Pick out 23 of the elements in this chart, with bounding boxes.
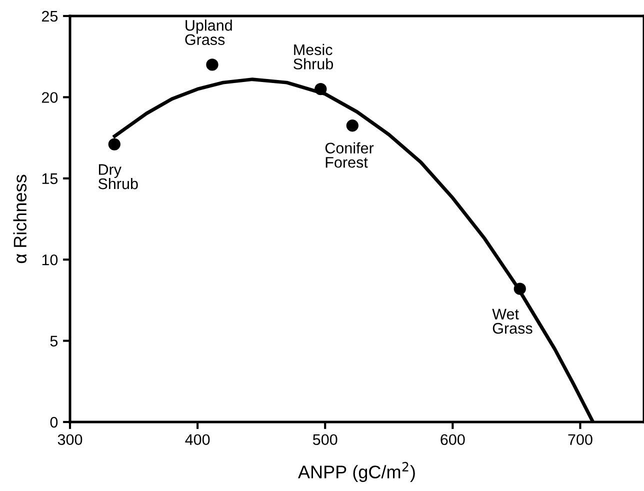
x-tick-label: 300 xyxy=(58,434,82,446)
y-axis-title: α Richness xyxy=(13,174,27,264)
annotation: Conifer Forest xyxy=(325,142,374,168)
annotation: Upland Grass xyxy=(185,20,232,46)
annotation: Mesic Shrub xyxy=(294,44,333,70)
y-tick-label: 10 xyxy=(42,254,58,266)
point xyxy=(206,58,218,71)
x-tick-label: 500 xyxy=(312,434,338,446)
point xyxy=(514,282,526,295)
y-tick-label: 15 xyxy=(42,173,58,184)
annotation: Dry Shrub xyxy=(98,164,138,190)
y-tick-label: 0 xyxy=(50,416,58,428)
x-tick-label: 600 xyxy=(440,434,465,446)
point xyxy=(346,120,358,132)
annotation: Wet Grass xyxy=(492,308,532,334)
y-tick-label: 25 xyxy=(42,10,58,22)
x-tick-label: 400 xyxy=(185,434,210,446)
point xyxy=(108,138,120,150)
y-tick-label: 20 xyxy=(42,92,58,103)
x-tick-label: 700 xyxy=(568,434,592,446)
x-axis-title: ANPP (gC/m$^{2}$) xyxy=(298,462,415,482)
point xyxy=(314,83,327,96)
y-tick-label: 5 xyxy=(50,336,58,346)
